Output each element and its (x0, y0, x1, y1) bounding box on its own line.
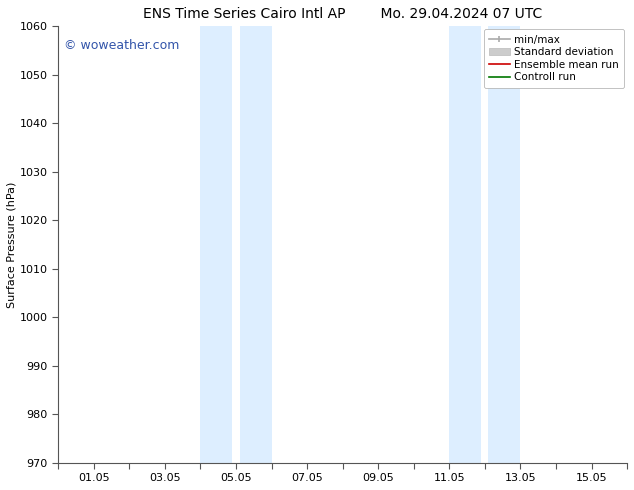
Y-axis label: Surface Pressure (hPa): Surface Pressure (hPa) (7, 181, 17, 308)
Text: © woweather.com: © woweather.com (64, 39, 179, 52)
Bar (200, 26, 233, 463)
Bar (450, 26, 481, 463)
Bar (488, 26, 521, 463)
Legend: min/max, Standard deviation, Ensemble mean run, Controll run: min/max, Standard deviation, Ensemble me… (484, 29, 624, 88)
Bar (240, 26, 271, 463)
Title: ENS Time Series Cairo Intl AP        Mo. 29.04.2024 07 UTC: ENS Time Series Cairo Intl AP Mo. 29.04.… (143, 7, 542, 21)
